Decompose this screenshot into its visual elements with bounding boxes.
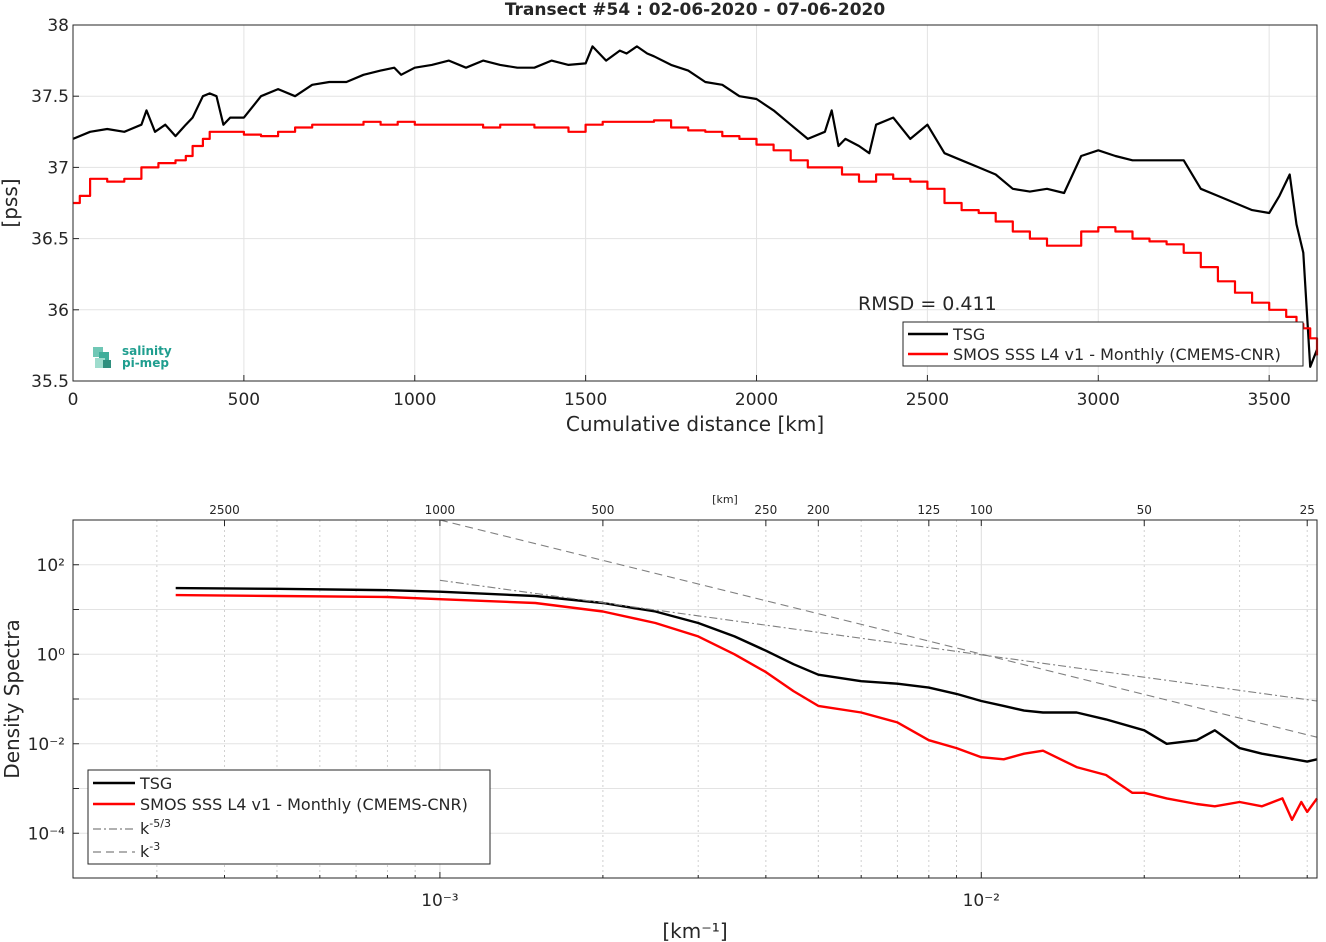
y-tick-label: 37: [47, 158, 69, 178]
x-tick-label: 500: [228, 390, 260, 410]
spectra-x-axis-label: [km⁻¹]: [662, 919, 727, 942]
x-tick-label: 10⁻²: [963, 891, 1000, 911]
legend2-label-k53-exp: -5/3: [149, 817, 171, 830]
top-tick-label: 100: [970, 503, 993, 517]
spectra-top-axis-label: [km]: [712, 493, 738, 506]
transect-y-axis-label: [pss]: [0, 178, 22, 227]
legend2-label-tsg: TSG: [139, 774, 172, 793]
transect-ticks: 0 500 1000 1500 2000 2500 3000 3500 35.5 36 36.5 37…: [31, 16, 1291, 410]
legend2-label-k3-exp: -3: [149, 840, 160, 853]
y-tick-label: 38: [47, 16, 69, 36]
logo-text-pi-mep: pi-mep: [122, 356, 169, 370]
spectra-x-axis-label-text: [km⁻¹]: [662, 919, 727, 942]
legend2-label-k3-base: k: [140, 842, 150, 861]
spectra-chart: 10² 10⁰ 10⁻² 10⁻⁴ 10⁻³ 10⁻² 2500 1000 500 250 200 1…: [0, 493, 1318, 942]
spectra-legend: TSG SMOS SSS L4 v1 - Monthly (CMEMS-CNR)…: [87, 769, 491, 865]
spectra-line-smos: [175, 593, 1318, 821]
y-tick-label: 36.5: [31, 230, 69, 250]
x-tick-label: 2500: [906, 390, 949, 410]
spectra-line-k53: [439, 579, 1318, 702]
transect-legend: TSG SMOS SSS L4 v1 - Monthly (CMEMS-CNR): [902, 321, 1304, 367]
top-tick-label: 125: [917, 503, 940, 517]
top-tick-label: 500: [591, 503, 614, 517]
y-tick-label: 37.5: [31, 87, 69, 107]
legend-label-tsg: TSG: [952, 325, 985, 344]
y-tick-label: 36: [47, 301, 69, 321]
series-line-tsg: [72, 45, 1319, 368]
transect-title: Transect #54 : 02-06-2020 - 07-06-2020: [505, 0, 886, 20]
y-tick-label: 10⁻⁴: [28, 824, 66, 844]
legend2-label-k53-base: k: [140, 819, 150, 838]
x-tick-label: 1000: [393, 390, 436, 410]
y-tick-label: 35.5: [31, 372, 69, 392]
transect-legend-box: [902, 321, 1304, 367]
logo-text-salinity: salinity: [122, 344, 172, 358]
rmsd-annotation: RMSD = 0.411: [858, 293, 997, 315]
logo-icon: [93, 347, 111, 368]
x-tick-label: 3500: [1248, 390, 1291, 410]
x-tick-label: 10⁻³: [421, 891, 458, 911]
y-tick-label: 10⁰: [37, 645, 66, 665]
salinity-pi-mep-logo: salinity pi-mep: [93, 344, 172, 370]
top-tick-label: 2500: [209, 503, 240, 517]
x-tick-label: 0: [68, 390, 79, 410]
x-tick-label: 2000: [735, 390, 778, 410]
y-tick-label: 10⁻²: [28, 735, 65, 755]
series-line-smos: [73, 119, 1319, 356]
spectra-legend-box: [87, 769, 491, 865]
top-tick-label: 50: [1137, 503, 1152, 517]
legend2-label-k3: k-3: [140, 840, 160, 861]
spectra-ticks: 10² 10⁰ 10⁻² 10⁻⁴ 10⁻³ 10⁻² 2500 1000 500 250 200 1…: [28, 503, 1315, 911]
legend2-label-k53: k-5/3: [140, 817, 171, 838]
top-tick-label: 25: [1300, 503, 1315, 517]
transect-x-axis-label: Cumulative distance [km]: [566, 412, 824, 436]
spectra-lines: [175, 519, 1318, 821]
top-tick-label: 1000: [425, 503, 456, 517]
transect-lines: [72, 45, 1319, 368]
legend-label-smos: SMOS SSS L4 v1 - Monthly (CMEMS-CNR): [953, 345, 1281, 364]
top-tick-label: 250: [754, 503, 777, 517]
spectra-line-k3: [439, 519, 1318, 738]
x-tick-label: 1500: [564, 390, 607, 410]
transect-plot-frame: [72, 24, 1318, 382]
spectra-y-axis-label: Density Spectra: [0, 619, 24, 778]
top-tick-label: 200: [807, 503, 830, 517]
transect-chart: 0 500 1000 1500 2000 2500 3000 3500 35.5 36 36.5 37…: [0, 0, 1319, 436]
y-tick-label: 10²: [37, 556, 65, 576]
legend2-label-smos: SMOS SSS L4 v1 - Monthly (CMEMS-CNR): [140, 795, 468, 814]
x-tick-label: 3000: [1077, 390, 1120, 410]
